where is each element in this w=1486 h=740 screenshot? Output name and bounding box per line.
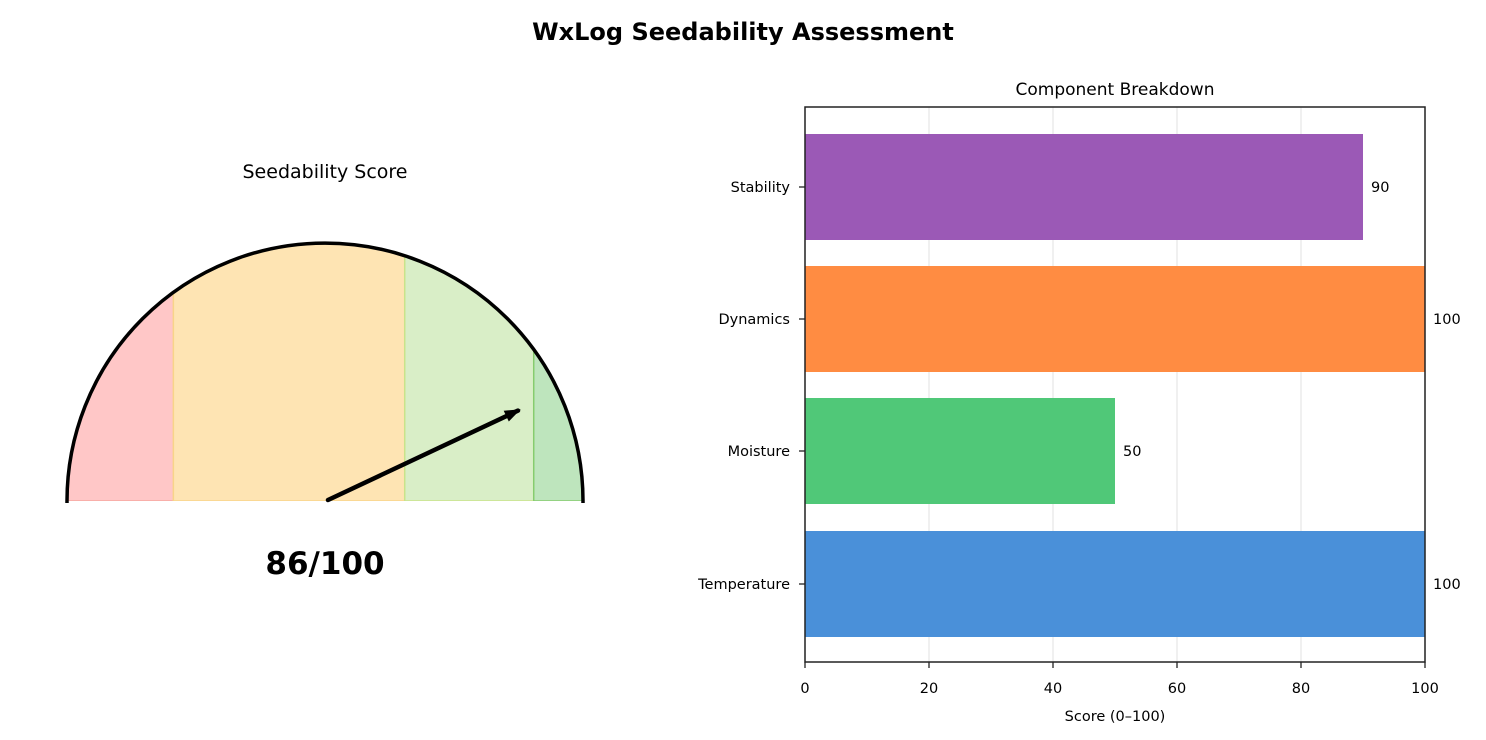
y-tick-label: Temperature <box>697 577 790 593</box>
bar-value-label: 100 <box>1433 312 1461 328</box>
gauge-zones <box>67 243 583 502</box>
gauge-title: Seedability Score <box>243 161 408 183</box>
bars: 90 100 50 100 <box>805 134 1461 637</box>
y-tick-label: Moisture <box>728 444 790 460</box>
figure-title: WxLog Seedability Assessment <box>532 18 954 46</box>
x-axis-label: Score (0–100) <box>1065 709 1166 725</box>
plot-frame <box>804 106 1426 663</box>
bar-dynamics <box>805 266 1425 372</box>
x-tick-label: 80 <box>1292 681 1310 697</box>
x-tick-label: 0 <box>800 681 809 697</box>
gauge-panel: Seedability Score 86/100 <box>65 161 585 582</box>
gauge-zone-poor <box>67 243 174 501</box>
bar-temperature <box>805 531 1425 637</box>
gauge-zone-good <box>404 243 534 501</box>
breakdown-panel: Component Breakdown 90 100 50 100 0 20 40 60 80… <box>697 80 1461 725</box>
y-axis-ticks: Stability Dynamics Moisture Temperature <box>697 180 805 593</box>
gauge-score-label: 86/100 <box>265 546 384 582</box>
x-axis-ticks: 0 20 40 60 80 100 <box>800 662 1439 697</box>
bar-value-label: 100 <box>1433 577 1461 593</box>
x-tick-label: 20 <box>920 681 938 697</box>
bar-value-label: 50 <box>1123 444 1141 460</box>
gauge-needle-arrow <box>325 408 521 503</box>
bar-value-label: 90 <box>1371 180 1389 196</box>
gauge-arc <box>65 241 585 502</box>
breakdown-title: Component Breakdown <box>1016 80 1215 100</box>
x-tick-label: 100 <box>1411 681 1439 697</box>
y-tick-label: Dynamics <box>718 312 790 328</box>
gauge-zone-fair <box>173 243 405 501</box>
bar-stability <box>805 134 1363 240</box>
y-tick-label: Stability <box>731 180 791 196</box>
x-tick-label: 60 <box>1168 681 1186 697</box>
gauge-zone-excellent <box>533 243 583 501</box>
x-tick-label: 40 <box>1044 681 1062 697</box>
bar-moisture <box>805 398 1115 504</box>
